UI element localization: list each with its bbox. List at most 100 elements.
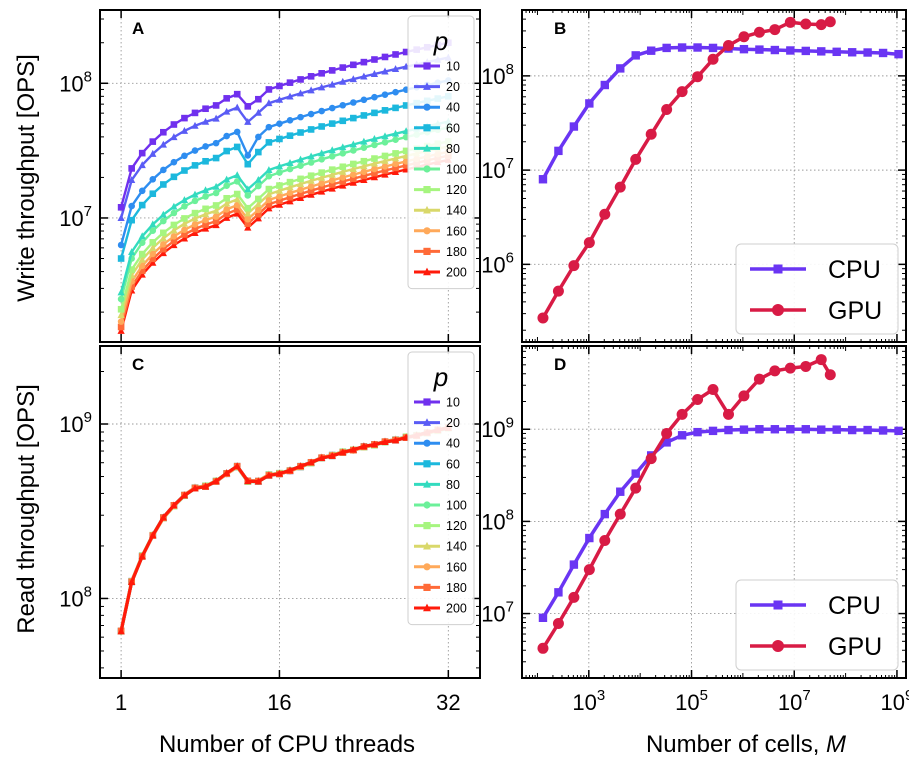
- series-180-point: [149, 255, 157, 263]
- series-60-point: [149, 190, 157, 198]
- legend-label: 20: [446, 80, 460, 94]
- series-100-point: [117, 295, 125, 303]
- series-cpu-point: [569, 122, 579, 131]
- series-100-point: [360, 144, 368, 151]
- series-160-point: [160, 241, 167, 248]
- series-20-point: [296, 89, 305, 97]
- legend-swatch-marker: [423, 460, 431, 468]
- series-20-point: [149, 149, 157, 157]
- series-100-point: [328, 152, 336, 160]
- legend-swatch-marker: [423, 398, 431, 406]
- series-200-point: [286, 466, 294, 474]
- series-120-point: [223, 194, 230, 202]
- series-140-point: [360, 162, 368, 170]
- series-60-point: [402, 102, 410, 109]
- series-120-point: [392, 150, 399, 157]
- legend-swatch-marker: [423, 82, 431, 90]
- series-cpu-point: [770, 45, 780, 55]
- series-20-point: [201, 117, 210, 125]
- series-160-point: [307, 183, 315, 190]
- xlabel-cells-math: M: [826, 731, 846, 758]
- legend-label: 140: [446, 204, 467, 218]
- ytick-label-b-0-base: 10: [481, 252, 505, 277]
- series-10-point: [265, 86, 273, 93]
- legend-swatch-marker: [423, 247, 431, 255]
- legend-swatch-marker: [423, 439, 431, 447]
- plot-area-b: [537, 16, 903, 324]
- series-10-point: [223, 95, 230, 102]
- series-160-point: [255, 206, 262, 214]
- series-gpu-point: [537, 312, 549, 324]
- legend-swatch-marker: [423, 124, 431, 132]
- series-cpu-point: [631, 469, 640, 478]
- xtick-label-c-0: 1: [115, 690, 127, 715]
- series-140-point: [212, 206, 220, 214]
- xtick-label-d-1-exp: 5: [700, 687, 708, 704]
- series-40-point: [350, 99, 357, 106]
- ytick-label-b-1-base: 10: [481, 158, 505, 183]
- ylabel-read-throughput: Read throughput [OPS]: [13, 384, 40, 634]
- series-80-point: [149, 220, 157, 228]
- series-gpu-point: [630, 153, 642, 165]
- series-200-point: [233, 462, 241, 470]
- series-200-point: [159, 513, 167, 521]
- xlabel-cells-text: Number of cells,: [646, 731, 826, 758]
- series-140-point: [138, 255, 146, 263]
- series-gpu-point: [661, 103, 673, 115]
- series-200-point: [307, 190, 315, 198]
- series-20-point: [254, 108, 262, 116]
- series-200-point: [391, 436, 400, 444]
- series-10-point: [402, 48, 410, 56]
- series-gpu-point: [676, 86, 688, 98]
- legend-label: 40: [446, 101, 460, 115]
- series-10-point: [233, 90, 241, 98]
- series-200-point: [328, 184, 336, 192]
- series-cpu-point: [616, 487, 625, 496]
- series-gpu-point: [614, 508, 626, 520]
- legend-label: 160: [446, 560, 467, 574]
- series-200-point: [360, 442, 368, 450]
- series-160-point: [276, 193, 283, 200]
- series-100-point: [170, 209, 178, 217]
- series-gpu-point: [800, 18, 812, 30]
- series-20-point: [381, 67, 389, 75]
- series-100-point: [350, 147, 357, 154]
- series-200-point: [170, 501, 178, 509]
- series-cpu-point: [693, 43, 702, 52]
- series-cpu-point: [646, 46, 656, 55]
- legend-label: 120: [446, 183, 467, 197]
- series-100-point: [212, 189, 220, 197]
- series-100-point: [381, 138, 389, 146]
- series-gpu-point: [537, 642, 549, 654]
- series-40-point: [233, 128, 241, 136]
- series-160-point: [318, 180, 325, 187]
- series-40-point: [181, 152, 188, 160]
- series-120-point: [202, 205, 209, 213]
- series-20-point: [170, 133, 178, 141]
- series-120-point: [117, 305, 125, 313]
- series-10-point: [328, 67, 336, 74]
- series-160-point: [371, 165, 378, 173]
- legend-label: 180: [446, 581, 467, 595]
- series-40-point: [318, 107, 325, 115]
- series-180-point: [170, 237, 178, 245]
- series-60-point: [265, 139, 273, 146]
- legend-swatch-marker: [773, 264, 783, 274]
- legend-swatch-marker: [423, 227, 431, 235]
- series-140-point: [286, 183, 294, 191]
- series-gpu-point: [824, 16, 836, 28]
- ytick-label-d-2: 109: [481, 414, 514, 442]
- series-20-point: [233, 103, 241, 111]
- series-200-point: [328, 451, 336, 459]
- xtick-label-d-2-base: 10: [778, 690, 802, 715]
- series-140-point: [296, 180, 305, 187]
- ytick-label-c-0: 108: [59, 584, 92, 612]
- series-cpu-point: [863, 48, 872, 57]
- series-140-point: [275, 186, 284, 194]
- series-120-point: [265, 185, 273, 193]
- series-10-point: [339, 64, 347, 71]
- series-120-point: [149, 239, 157, 246]
- xtick-label-c-1: 16: [267, 690, 291, 715]
- series-cpu-point: [631, 51, 640, 60]
- series-120-point: [191, 209, 199, 217]
